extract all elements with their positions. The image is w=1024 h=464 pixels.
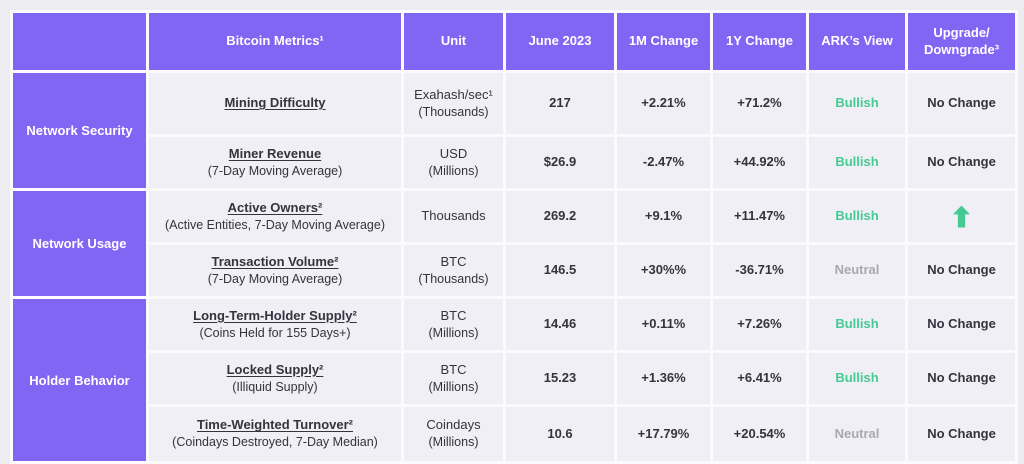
unit-value: Exahash/sec¹: [414, 86, 493, 102]
1m-change-cell: +2.21%: [617, 73, 710, 134]
table-row: Holder Behavior Long-Term-Holder Supply²…: [13, 299, 1015, 461]
category-cell-network-usage: Network Usage: [13, 191, 146, 296]
metric-link[interactable]: Miner Revenue: [228, 145, 322, 161]
table-row: Network Usage Active Owners² (Active Ent…: [13, 191, 1015, 296]
june-value-cell: 146.5: [506, 245, 614, 296]
metric-link[interactable]: Locked Supply²: [226, 361, 324, 377]
upgrade-cell: No Change: [908, 407, 1015, 461]
table-row: Time-Weighted Turnover² (Coindays Destro…: [13, 407, 1015, 461]
metric-link[interactable]: Long-Term-Holder Supply²: [193, 307, 357, 323]
header-upgrade-line2: Downgrade³: [923, 41, 1000, 57]
header-june-2023: June 2023: [506, 13, 614, 70]
metric-cell: Mining Difficulty: [149, 73, 401, 134]
upgrade-cell: No Change: [908, 73, 1015, 134]
june-value-cell: 269.2: [506, 191, 614, 242]
header-1y-change: 1Y Change: [713, 13, 806, 70]
header-bitcoin-metrics: Bitcoin Metrics¹: [149, 13, 401, 70]
table-row: Miner Revenue (7-Day Moving Average) USD…: [13, 137, 1015, 188]
upgrade-cell: No Change: [908, 299, 1015, 350]
header-unit: Unit: [404, 13, 503, 70]
header-arks-view: ARK’s View: [809, 13, 905, 70]
unit-note: (Millions): [428, 325, 479, 340]
unit-cell: BTC (Millions): [404, 353, 503, 404]
ark-view-cell: Bullish: [809, 353, 905, 404]
metric-subtitle: (Illiquid Supply): [232, 379, 318, 394]
1m-change-cell: +17.79%: [617, 407, 710, 461]
unit-note: (Thousands): [418, 271, 489, 286]
category-cell-network-security: Network Security: [13, 73, 146, 188]
upgrade-cell: No Change: [908, 137, 1015, 188]
unit-cell: Exahash/sec¹ (Thousands): [404, 73, 503, 134]
1y-change-cell: +6.41%: [713, 353, 806, 404]
upgrade-cell: [908, 191, 1015, 242]
unit-note: (Thousands): [418, 104, 489, 119]
metric-link[interactable]: Active Owners²: [227, 199, 323, 215]
unit-note: (Millions): [428, 163, 479, 178]
1m-change-cell: +0.11%: [617, 299, 710, 350]
metric-subtitle: (Coindays Destroyed, 7-Day Median): [172, 435, 378, 450]
metric-link[interactable]: Mining Difficulty: [224, 95, 326, 111]
ark-view-cell: Bullish: [809, 191, 905, 242]
1m-change-cell: -2.47%: [617, 137, 710, 188]
ark-view-cell: Bullish: [809, 299, 905, 350]
metric-subtitle: (Coins Held for 155 Days+): [199, 325, 351, 340]
header-category-blank: [13, 13, 146, 70]
1y-change-cell: +7.26%: [713, 299, 806, 350]
header-1m-change: 1M Change: [617, 13, 710, 70]
category-cell-holder-behavior: Holder Behavior: [13, 299, 146, 461]
metric-link[interactable]: Time-Weighted Turnover²: [196, 417, 353, 433]
1y-change-cell: +20.54%: [713, 407, 806, 461]
header-upgrade-downgrade: Upgrade/ Downgrade³: [908, 13, 1015, 70]
table-row: Locked Supply² (Illiquid Supply) BTC (Mi…: [13, 353, 1015, 404]
unit-cell: Coindays (Millions): [404, 407, 503, 461]
up-arrow-icon: [953, 205, 970, 228]
bitcoin-metrics-table: Bitcoin Metrics¹ Unit June 2023 1M Chang…: [10, 10, 1018, 464]
ark-view-cell: Bullish: [809, 73, 905, 134]
header-row: Bitcoin Metrics¹ Unit June 2023 1M Chang…: [13, 13, 1015, 70]
june-value-cell: 14.46: [506, 299, 614, 350]
unit-cell: USD (Millions): [404, 137, 503, 188]
june-value-cell: $26.9: [506, 137, 614, 188]
unit-value: USD: [439, 145, 468, 161]
1y-change-cell: +71.2%: [713, 73, 806, 134]
1m-change-cell: +1.36%: [617, 353, 710, 404]
1y-change-cell: -36.71%: [713, 245, 806, 296]
upgrade-cell: No Change: [908, 353, 1015, 404]
metric-cell: Long-Term-Holder Supply² (Coins Held for…: [149, 299, 401, 350]
table-row: Transaction Volume² (7-Day Moving Averag…: [13, 245, 1015, 296]
1m-change-cell: +30%%: [617, 245, 710, 296]
june-value-cell: 10.6: [506, 407, 614, 461]
unit-value: BTC: [440, 307, 467, 323]
ark-view-cell: Neutral: [809, 407, 905, 461]
1y-change-cell: +11.47%: [713, 191, 806, 242]
metric-cell: Time-Weighted Turnover² (Coindays Destro…: [149, 407, 401, 461]
upgrade-cell: No Change: [908, 245, 1015, 296]
metric-cell: Miner Revenue (7-Day Moving Average): [149, 137, 401, 188]
metric-link[interactable]: Transaction Volume²: [211, 253, 339, 269]
metric-cell: Active Owners² (Active Entities, 7-Day M…: [149, 191, 401, 242]
metric-subtitle: (7-Day Moving Average): [207, 163, 343, 178]
table-row: Network Security Mining Difficulty Exaha…: [13, 73, 1015, 188]
unit-value: Coindays: [426, 417, 481, 433]
unit-note: (Millions): [428, 435, 479, 450]
unit-value: BTC: [440, 253, 467, 269]
metric-subtitle: (7-Day Moving Average): [207, 271, 343, 286]
unit-cell: Thousands: [404, 191, 503, 242]
header-upgrade-line1: Upgrade/: [933, 25, 990, 41]
unit-note: (Millions): [428, 379, 479, 394]
1m-change-cell: +9.1%: [617, 191, 710, 242]
unit-value: BTC: [440, 361, 467, 377]
unit-cell: BTC (Thousands): [404, 245, 503, 296]
ark-view-cell: Neutral: [809, 245, 905, 296]
june-value-cell: 15.23: [506, 353, 614, 404]
unit-value: Thousands: [421, 208, 486, 224]
metric-cell: Transaction Volume² (7-Day Moving Averag…: [149, 245, 401, 296]
1y-change-cell: +44.92%: [713, 137, 806, 188]
unit-cell: BTC (Millions): [404, 299, 503, 350]
metric-cell: Locked Supply² (Illiquid Supply): [149, 353, 401, 404]
ark-view-cell: Bullish: [809, 137, 905, 188]
june-value-cell: 217: [506, 73, 614, 134]
metric-subtitle: (Active Entities, 7-Day Moving Average): [164, 217, 385, 232]
